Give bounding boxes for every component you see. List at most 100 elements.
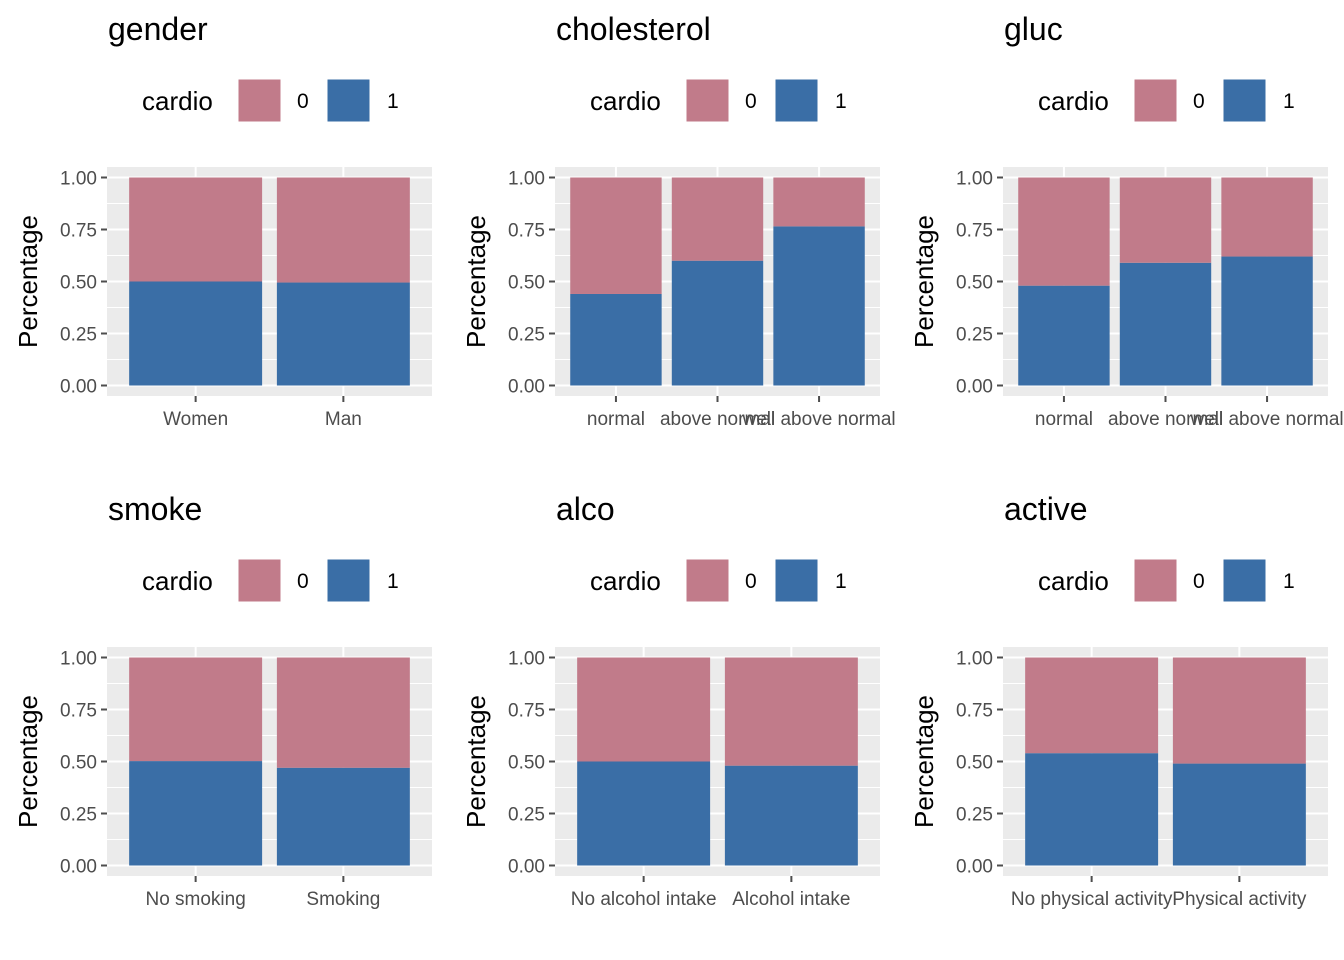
bar-cardio-1 xyxy=(276,282,410,386)
legend-swatch-1 xyxy=(1222,78,1267,123)
bar-cardio-1 xyxy=(724,765,858,866)
legend-label-0: 0 xyxy=(297,90,309,113)
bar-cardio-1 xyxy=(671,260,764,386)
legend: cardio 0 1 xyxy=(590,78,847,123)
bar-cardio-1 xyxy=(570,293,662,386)
legend-swatch-1 xyxy=(326,558,371,603)
chart-title: gluc xyxy=(1004,11,1063,47)
legend-label-0: 0 xyxy=(745,570,757,593)
bar-cardio-0 xyxy=(577,657,711,762)
legend-swatch-0 xyxy=(237,558,282,603)
bar-cardio-0 xyxy=(276,657,410,768)
y-tick-label: 0.50 xyxy=(60,753,97,774)
bar-cardio-1 xyxy=(1172,763,1306,866)
y-tick-label: 0.75 xyxy=(956,701,993,722)
legend-title: cardio xyxy=(590,86,661,116)
bar-cardio-0 xyxy=(1119,177,1212,263)
x-tick-label: No alcohol intake xyxy=(571,889,717,910)
y-tick-label: 0.00 xyxy=(956,857,993,878)
bar-cardio-0 xyxy=(276,177,410,283)
legend-label-1: 1 xyxy=(1283,570,1295,593)
bar-cardio-0 xyxy=(724,657,858,766)
y-tick-label: 0.50 xyxy=(956,753,993,774)
legend-swatch-0 xyxy=(237,78,282,123)
y-axis-title: Percentage xyxy=(909,215,939,348)
x-tick-label: well above normal xyxy=(741,409,895,430)
y-tick-label: 0.25 xyxy=(508,805,545,826)
bar-cardio-1 xyxy=(773,226,865,386)
bar-cardio-1 xyxy=(129,281,263,386)
bar-cardio-1 xyxy=(1018,285,1110,386)
bar-cardio-1 xyxy=(1221,256,1313,386)
legend: cardio 0 1 xyxy=(1038,78,1295,123)
x-tick-label: above normal xyxy=(660,409,775,430)
legend-swatch-1 xyxy=(326,78,371,123)
y-tick-label: 0.50 xyxy=(956,273,993,294)
bar-cardio-0 xyxy=(1172,657,1306,764)
y-tick-label: 1.00 xyxy=(508,169,545,190)
x-tick-label: well above normal xyxy=(1189,409,1343,430)
chart-title: alco xyxy=(556,491,615,527)
y-tick-label: 1.00 xyxy=(60,169,97,190)
y-tick-label: 1.00 xyxy=(508,649,545,670)
chart-title: smoke xyxy=(108,491,202,527)
bar-cardio-0 xyxy=(671,177,764,261)
x-tick-label: Women xyxy=(163,409,228,430)
y-tick-label: 1.00 xyxy=(956,169,993,190)
x-tick-label: Alcohol intake xyxy=(732,889,850,910)
x-tick-label: above normal xyxy=(1108,409,1223,430)
bar-cardio-0 xyxy=(129,177,263,282)
y-tick-label: 0.25 xyxy=(956,325,993,346)
y-tick-label: 0.25 xyxy=(60,805,97,826)
bar-cardio-0 xyxy=(1221,177,1313,257)
legend-label-0: 0 xyxy=(745,90,757,113)
legend-label-0: 0 xyxy=(1193,90,1205,113)
legend: cardio 0 1 xyxy=(590,558,847,603)
bar-cardio-1 xyxy=(1119,262,1212,386)
x-tick-label: Smoking xyxy=(306,889,380,910)
legend-swatch-0 xyxy=(685,78,730,123)
y-axis-title: Percentage xyxy=(909,695,939,828)
y-axis-title: Percentage xyxy=(461,215,491,348)
legend-label-0: 0 xyxy=(1193,570,1205,593)
y-tick-label: 0.75 xyxy=(956,221,993,242)
legend-label-1: 1 xyxy=(835,570,847,593)
y-tick-label: 0.25 xyxy=(956,805,993,826)
facet-cholesterol: cholesterol cardio 0 1 0.00 0.25 0.50 0.75 1.00 n… xyxy=(461,11,896,430)
facet-smoke: smoke cardio 0 1 0.00 0.25 0.50 0.75 1.00 No smok… xyxy=(13,491,432,910)
legend-label-1: 1 xyxy=(1283,90,1295,113)
y-axis-title: Percentage xyxy=(13,215,43,348)
y-tick-label: 0.00 xyxy=(956,377,993,398)
legend-title: cardio xyxy=(142,566,213,596)
x-tick-label: No physical activity xyxy=(1011,889,1173,910)
y-tick-label: 0.50 xyxy=(60,273,97,294)
y-tick-label: 0.25 xyxy=(508,325,545,346)
facet-gluc: gluc cardio 0 1 0.00 0.25 0.50 0.75 1.00 normal ab… xyxy=(909,11,1344,430)
facet-active: active cardio 0 1 0.00 0.25 0.50 0.75 1.00 No phy… xyxy=(909,491,1328,910)
y-tick-label: 1.00 xyxy=(956,649,993,670)
bar-cardio-0 xyxy=(1018,177,1110,286)
x-tick-label: No smoking xyxy=(145,889,245,910)
legend-swatch-1 xyxy=(1222,558,1267,603)
facet-alco: alco cardio 0 1 0.00 0.25 0.50 0.75 1.00 No alcoh… xyxy=(461,491,880,910)
x-tick-label: normal xyxy=(587,409,645,430)
y-axis-title: Percentage xyxy=(13,695,43,828)
y-tick-label: 0.00 xyxy=(508,857,545,878)
legend-title: cardio xyxy=(1038,566,1109,596)
chart-title: cholesterol xyxy=(556,11,711,47)
bar-cardio-0 xyxy=(1025,657,1159,754)
legend: cardio 0 1 xyxy=(142,78,399,123)
chart-title: active xyxy=(1004,491,1088,527)
bar-cardio-1 xyxy=(129,761,263,866)
legend-title: cardio xyxy=(142,86,213,116)
x-tick-label: Man xyxy=(325,409,362,430)
bar-cardio-1 xyxy=(276,767,410,866)
legend-label-1: 1 xyxy=(387,570,399,593)
facet-gender: gender cardio 0 1 0.00 0.25 0.50 0.75 1.00 Women M… xyxy=(13,11,432,430)
legend-title: cardio xyxy=(590,566,661,596)
bar-cardio-0 xyxy=(570,177,662,294)
legend: cardio 0 1 xyxy=(142,558,399,603)
y-tick-label: 0.75 xyxy=(60,221,97,242)
legend: cardio 0 1 xyxy=(1038,558,1295,603)
